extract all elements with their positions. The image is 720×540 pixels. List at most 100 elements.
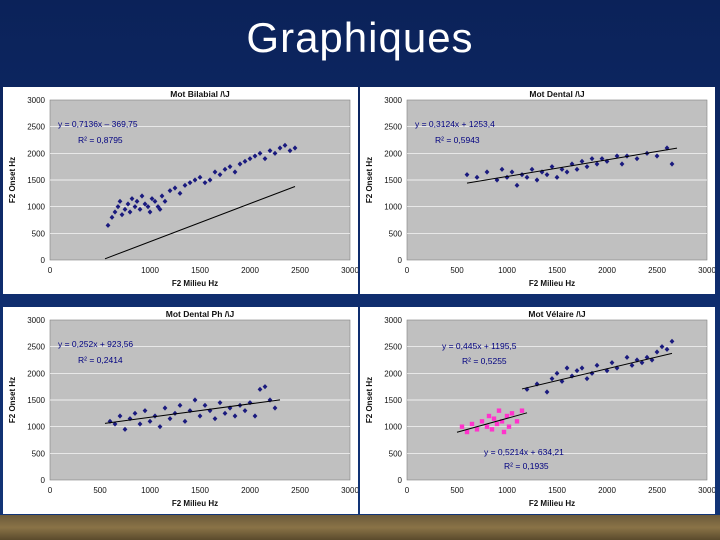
y-axis-title: F2 Onset Hz (8, 377, 17, 423)
data-point (227, 164, 233, 170)
data-point (549, 376, 555, 382)
y-tick-label: 1000 (384, 203, 402, 212)
x-axis-title: F2 Milieu Hz (172, 499, 218, 508)
data-point (247, 156, 253, 162)
data-point (162, 198, 168, 204)
x-tick-label: 2000 (598, 486, 616, 495)
data-point (584, 376, 590, 382)
data-point (624, 354, 630, 360)
regression-annotation: R² = 0,1935 (504, 461, 549, 471)
y-axis-title: F2 Onset Hz (8, 157, 17, 203)
x-tick-label: 2000 (598, 266, 616, 275)
chart-panel-bilabial: 0 500 1000 1500 2000 2500 3000 0 1000 1500 2000 250… (3, 87, 358, 294)
data-point (524, 174, 530, 180)
data-point (232, 413, 238, 419)
data-point (496, 408, 502, 413)
x-tick-label: 1500 (548, 486, 566, 495)
data-point (549, 164, 555, 170)
data-point (267, 397, 273, 403)
data-point (202, 180, 208, 186)
data-point (589, 370, 595, 376)
y-tick-label: 1000 (27, 203, 45, 212)
regression-annotation: y = 0,3124x + 1253,4 (415, 119, 495, 129)
y-tick-label: 1000 (384, 423, 402, 432)
x-tick-label: 2500 (291, 486, 309, 495)
data-point (277, 145, 283, 151)
data-point (479, 419, 485, 424)
y-axis-title: F2 Onset Hz (365, 157, 374, 203)
data-point (594, 161, 600, 167)
chart-title: Mot Dental Ph /\J (166, 309, 235, 319)
data-point (282, 142, 288, 148)
chart-velaire: 0 500 1000 1500 2000 2500 3000 0 500 1000 1500 2000… (365, 309, 715, 508)
data-point (644, 354, 650, 360)
data-point (594, 362, 600, 368)
y-tick-label: 2000 (384, 369, 402, 378)
slide-floor (0, 515, 720, 540)
data-point (544, 172, 550, 178)
y-tick-label: 2500 (384, 123, 402, 132)
data-point (654, 153, 660, 159)
x-tick-label: 2500 (648, 266, 666, 275)
data-point (529, 166, 535, 172)
data-point (614, 153, 620, 159)
data-point (167, 188, 173, 194)
x-tick-label: 500 (93, 486, 107, 495)
data-point (629, 362, 635, 368)
data-point (122, 206, 128, 212)
y-tick-label: 2000 (27, 369, 45, 378)
data-point (604, 158, 610, 164)
chart-dental-ph: 0 500 1000 1500 2000 2500 3000 0 500 1000 1500 2000… (8, 309, 358, 508)
x-tick-label: 0 (405, 486, 410, 495)
data-point (115, 204, 121, 210)
data-point (579, 365, 585, 371)
data-point (152, 198, 158, 204)
data-point (609, 360, 615, 366)
trendline (466, 147, 678, 184)
data-point (619, 161, 625, 167)
data-point (489, 427, 495, 432)
chart-panel-dental: 0 500 1000 1500 2000 2500 3000 0 500 1000 1500 2000… (360, 87, 715, 294)
data-point (109, 214, 115, 220)
data-point (172, 185, 178, 191)
data-point (669, 338, 675, 344)
chart-title: Mot Vélaire /\J (528, 309, 585, 319)
data-point (242, 158, 248, 164)
data-point (464, 429, 470, 435)
data-point (137, 421, 143, 427)
data-point (119, 212, 125, 218)
data-point (117, 198, 123, 204)
data-point (137, 206, 143, 212)
data-point (554, 174, 560, 180)
y-tick-label: 3000 (384, 316, 402, 325)
data-point (237, 161, 243, 167)
data-point (524, 386, 530, 392)
y-tick-label: 2500 (384, 343, 402, 352)
x-tick-label: 500 (450, 266, 464, 275)
data-point (112, 209, 118, 215)
data-point (159, 193, 165, 199)
data-point (152, 413, 158, 419)
chart-panel-velaire: 0 500 1000 1500 2000 2500 3000 0 500 1000 1500 2000… (360, 307, 715, 514)
trendline (456, 412, 528, 433)
y-tick-label: 500 (32, 449, 46, 458)
data-point (147, 209, 153, 215)
x-tick-label: 3000 (698, 486, 715, 495)
data-point (514, 182, 520, 188)
data-point (589, 156, 595, 162)
data-point (574, 166, 580, 172)
x-tick-label: 3000 (341, 486, 358, 495)
x-tick-label: 1000 (141, 486, 159, 495)
data-point (534, 381, 540, 387)
data-point (105, 222, 111, 228)
data-point (509, 169, 515, 175)
data-point (292, 145, 298, 151)
x-axis-title: F2 Milieu Hz (529, 499, 575, 508)
data-point (139, 193, 145, 199)
trendline (521, 352, 673, 390)
data-point (182, 182, 188, 188)
regression-annotation: y = 0,5214x + 634,21 (484, 447, 564, 457)
x-tick-label: 0 (48, 266, 53, 275)
regression-annotation: y = 0,7136x – 369,75 (58, 119, 138, 129)
x-tick-label: 500 (450, 486, 464, 495)
